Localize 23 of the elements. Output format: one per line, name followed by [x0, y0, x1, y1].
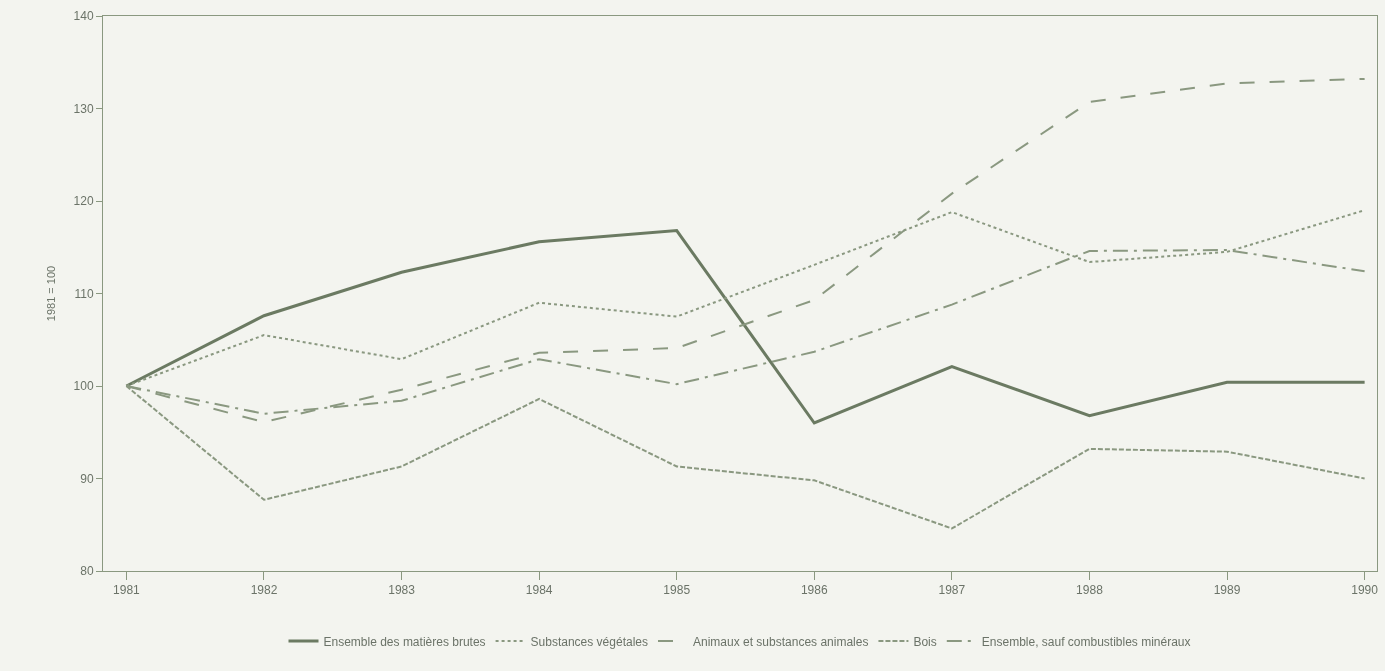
- x-tick-label: 1984: [525, 583, 553, 598]
- x-tick-label: 1987: [938, 583, 966, 598]
- y-tick-label: 80: [80, 564, 94, 579]
- x-tick-label: 1985: [663, 583, 691, 598]
- legend-label: Ensemble, sauf combustibles minéraux: [981, 634, 1191, 649]
- x-tick-label: 1990: [1351, 583, 1379, 598]
- y-axis-title: 1981 = 100: [45, 265, 58, 322]
- legend-label: Ensemble des matières brutes: [323, 634, 486, 649]
- y-tick-label: 130: [73, 101, 94, 116]
- x-tick-label: 1988: [1076, 583, 1104, 598]
- legend-label: Animaux et substances animales: [693, 634, 869, 649]
- x-tick-label: 1989: [1213, 583, 1241, 598]
- x-tick-label: 1981: [113, 583, 141, 598]
- y-tick-label: 100: [73, 379, 94, 394]
- y-tick-label: 110: [74, 286, 94, 301]
- y-tick-label: 140: [73, 9, 94, 24]
- legend-label: Bois: [913, 634, 937, 649]
- legend-label: Substances végétales: [530, 634, 648, 649]
- y-tick-label: 120: [73, 194, 94, 209]
- y-tick-label: 90: [80, 471, 94, 486]
- x-tick-label: 1982: [250, 583, 278, 598]
- x-tick-label: 1986: [800, 583, 828, 598]
- x-tick-label: 1983: [388, 583, 416, 598]
